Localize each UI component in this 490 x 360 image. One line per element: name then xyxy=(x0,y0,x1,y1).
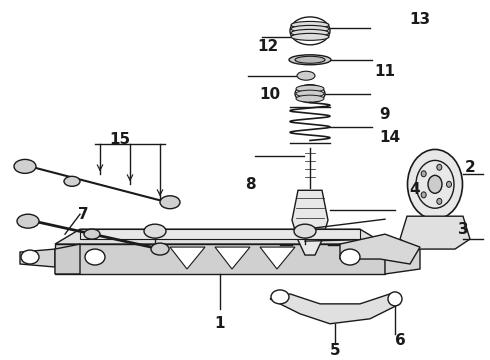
Ellipse shape xyxy=(151,243,169,255)
Ellipse shape xyxy=(144,224,166,238)
Polygon shape xyxy=(385,239,420,274)
Polygon shape xyxy=(270,294,400,324)
Ellipse shape xyxy=(295,56,325,63)
Text: 13: 13 xyxy=(410,13,431,27)
Polygon shape xyxy=(20,249,55,267)
Polygon shape xyxy=(260,247,295,269)
Polygon shape xyxy=(215,247,250,269)
Ellipse shape xyxy=(84,229,100,239)
Text: 14: 14 xyxy=(379,130,400,145)
Polygon shape xyxy=(170,247,205,269)
Text: 7: 7 xyxy=(78,207,88,222)
Polygon shape xyxy=(80,229,360,239)
Polygon shape xyxy=(340,234,420,264)
Ellipse shape xyxy=(291,33,329,40)
Polygon shape xyxy=(55,229,385,244)
Ellipse shape xyxy=(297,71,315,80)
Ellipse shape xyxy=(291,26,329,32)
Ellipse shape xyxy=(291,21,329,28)
Text: 4: 4 xyxy=(410,182,420,197)
Ellipse shape xyxy=(340,249,360,265)
Polygon shape xyxy=(292,190,328,255)
Text: 10: 10 xyxy=(259,87,281,102)
Ellipse shape xyxy=(421,171,426,177)
Text: 8: 8 xyxy=(245,177,255,192)
Text: 15: 15 xyxy=(109,132,130,147)
Text: 11: 11 xyxy=(374,64,395,79)
Text: 6: 6 xyxy=(394,333,405,348)
Ellipse shape xyxy=(388,292,402,306)
Ellipse shape xyxy=(294,224,316,238)
Polygon shape xyxy=(55,244,80,274)
Ellipse shape xyxy=(291,30,329,36)
Ellipse shape xyxy=(437,198,442,204)
Ellipse shape xyxy=(64,176,80,186)
Text: 2: 2 xyxy=(465,160,475,175)
Ellipse shape xyxy=(296,95,324,102)
Ellipse shape xyxy=(14,159,36,174)
Ellipse shape xyxy=(446,181,451,187)
Ellipse shape xyxy=(21,250,39,264)
Text: 12: 12 xyxy=(257,39,279,54)
Ellipse shape xyxy=(437,164,442,170)
Text: 5: 5 xyxy=(330,343,341,358)
Ellipse shape xyxy=(160,196,180,209)
Text: 3: 3 xyxy=(458,222,468,237)
Ellipse shape xyxy=(428,175,442,193)
Polygon shape xyxy=(400,216,470,249)
Text: 1: 1 xyxy=(215,316,225,331)
Polygon shape xyxy=(55,244,385,274)
Ellipse shape xyxy=(289,55,331,65)
Ellipse shape xyxy=(296,90,324,97)
Text: 9: 9 xyxy=(380,107,391,122)
Ellipse shape xyxy=(296,85,324,92)
Ellipse shape xyxy=(85,249,105,265)
Ellipse shape xyxy=(421,192,426,198)
Ellipse shape xyxy=(17,214,39,228)
Ellipse shape xyxy=(271,290,289,304)
Ellipse shape xyxy=(408,149,463,219)
